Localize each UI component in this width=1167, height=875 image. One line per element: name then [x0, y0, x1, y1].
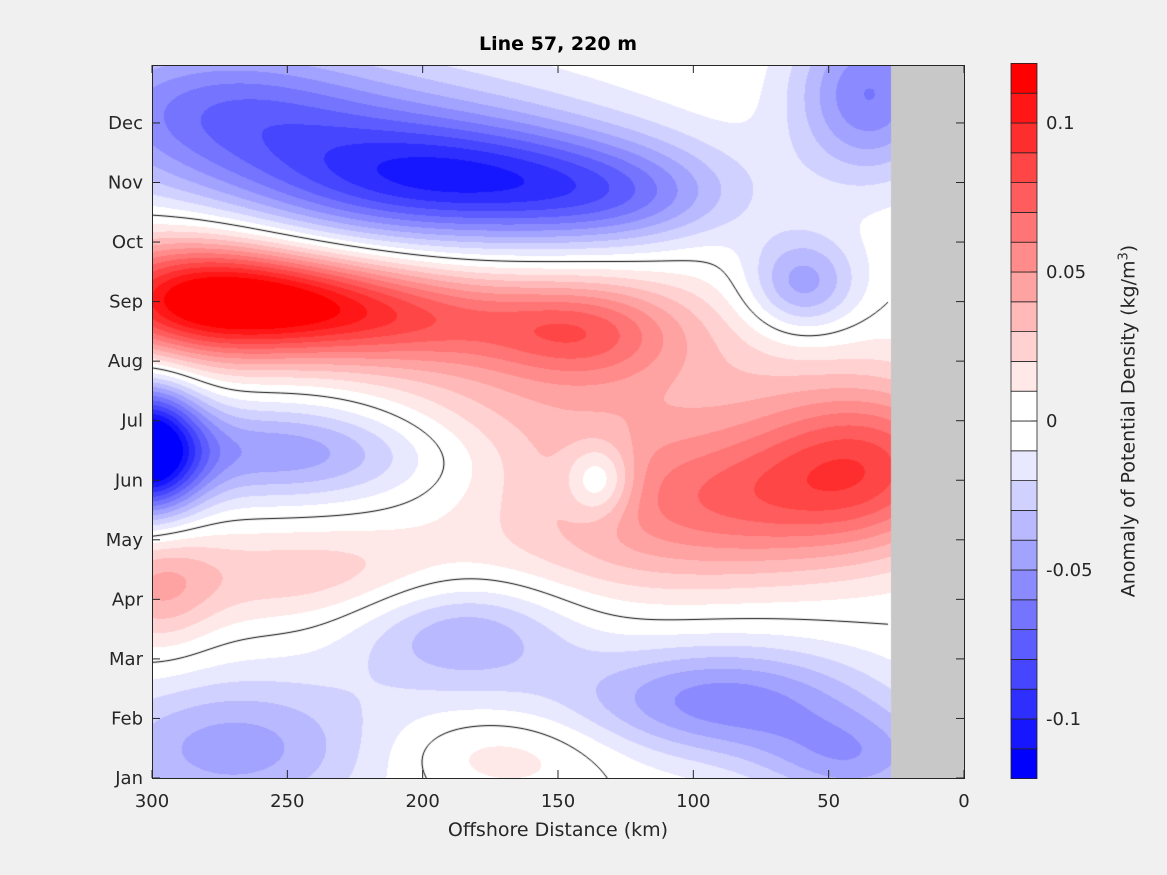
- colorbar-label-text: Anomaly of Potential Density (kg/m: [1117, 260, 1140, 598]
- y-tick-label-sep: Sep: [109, 292, 143, 313]
- colorbar-tick-label: -0.1: [1046, 709, 1081, 730]
- density-anomaly-contour-field: [152, 65, 964, 778]
- colorbar-level: [1010, 152, 1038, 184]
- colorbar-level: [1010, 748, 1038, 779]
- colorbar-level: [1010, 92, 1038, 124]
- colorbar-level: [1010, 450, 1038, 481]
- colorbar-level: [1010, 629, 1038, 660]
- x-tick-label: 250: [270, 791, 304, 812]
- y-tick-label-aug: Aug: [108, 351, 143, 372]
- x-axis-label: Offshore Distance (km): [447, 819, 669, 841]
- colorbar-label-close: ): [1117, 244, 1140, 253]
- colorbar-level: [1010, 688, 1038, 720]
- x-tick-label: 200: [405, 791, 439, 812]
- x-tick-label: 50: [817, 791, 840, 812]
- colorbar-level: [1010, 241, 1038, 273]
- y-tick-label-dec: Dec: [108, 113, 143, 134]
- colorbar-level: [1010, 211, 1038, 243]
- y-tick-label-feb: Feb: [111, 708, 143, 729]
- colorbar-level: [1010, 480, 1038, 511]
- colorbar-level: [1010, 539, 1038, 571]
- colorbar-level: [1010, 659, 1038, 690]
- y-tick-label-nov: Nov: [108, 173, 143, 194]
- colorbar-level: [1010, 301, 1038, 332]
- colorbar-label-exponent: 3: [1116, 252, 1132, 261]
- colorbar-level: [1010, 182, 1038, 213]
- colorbar-level: [1010, 122, 1038, 154]
- colorbar-level: [1010, 331, 1038, 362]
- colorbar-tick-label: -0.05: [1046, 560, 1093, 581]
- y-tick-label-jun: Jun: [114, 470, 143, 491]
- colorbar-level: [1010, 63, 1038, 94]
- colorbar-level: [1010, 420, 1038, 452]
- x-tick-label: 150: [541, 791, 575, 812]
- x-tick-label: 100: [676, 791, 710, 812]
- colorbar-tick-label: 0: [1046, 411, 1057, 432]
- colorbar-level: [1010, 509, 1038, 541]
- x-tick-label: 300: [135, 791, 169, 812]
- y-tick-label-apr: Apr: [112, 589, 144, 610]
- colorbar-tick-label: 0.05: [1046, 262, 1086, 283]
- y-tick-label-mar: Mar: [109, 649, 144, 670]
- colorbar-level: [1010, 718, 1038, 750]
- y-tick-label-oct: Oct: [112, 232, 143, 253]
- y-tick-label-jan: Jan: [114, 768, 143, 789]
- colorbar-level: [1010, 390, 1038, 422]
- colorbar-level: [1010, 271, 1038, 303]
- x-tick-label: 0: [958, 791, 969, 812]
- colorbar-level: [1010, 569, 1038, 601]
- chart-title: Line 57, 220 m: [479, 33, 637, 55]
- colorbar-label: Anomaly of Potential Density (kg/m3): [1116, 245, 1139, 597]
- y-tick-label-may: May: [106, 530, 144, 551]
- colorbar-tick-label: 0.1: [1046, 113, 1075, 134]
- y-tick-label-jul: Jul: [120, 411, 143, 432]
- colorbar-level: [1010, 599, 1038, 630]
- colorbar-level: [1010, 360, 1038, 392]
- plot-frame: [152, 65, 965, 779]
